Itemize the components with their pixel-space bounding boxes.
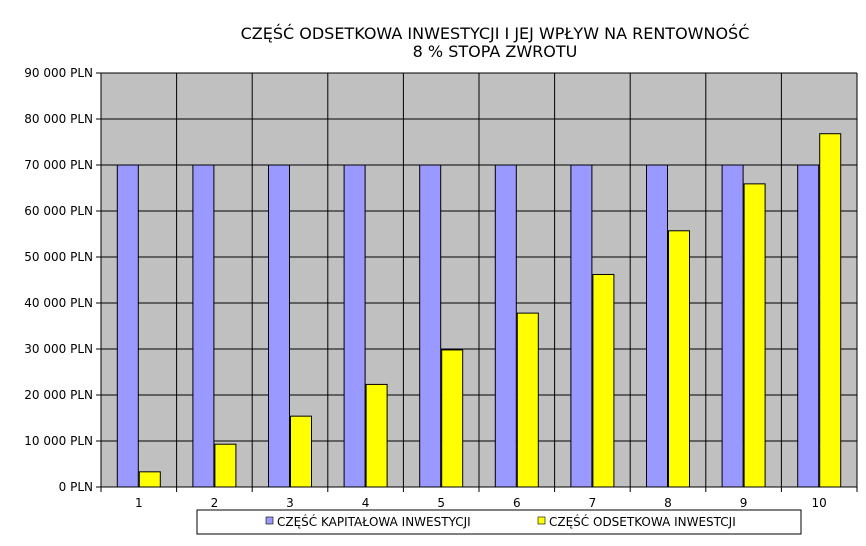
y-tick-label: 60 000 PLN: [24, 204, 93, 218]
legend-swatch-series-2: [537, 516, 546, 525]
x-tick-label: 1: [135, 496, 143, 510]
y-tick-label: 90 000 PLN: [24, 66, 93, 80]
bar-series-2: [668, 230, 690, 488]
legend: CZĘŚĆ KAPITAŁOWA INWESTYCJI CZĘŚĆ ODSETK…: [196, 509, 802, 535]
bar-series-1: [192, 164, 215, 488]
bar-series-1: [494, 164, 517, 488]
bars-group: [116, 133, 842, 488]
y-tick-label: 10 000 PLN: [24, 434, 93, 448]
x-tick-label: 8: [664, 496, 672, 510]
bar-series-2: [214, 443, 237, 488]
y-tick-label: 0 PLN: [59, 480, 93, 494]
bar-series-2: [365, 383, 388, 488]
bar-series-2: [743, 183, 766, 488]
y-tick-label: 40 000 PLN: [24, 296, 93, 310]
y-tick-label: 30 000 PLN: [24, 342, 93, 356]
bar-series-1: [419, 164, 442, 488]
bar-series-1: [268, 164, 290, 488]
x-tick-label: 9: [740, 496, 748, 510]
bar-series-2: [592, 273, 615, 488]
legend-label-series-2: CZĘŚĆ ODSETKOWA INWESTCJI: [549, 514, 736, 529]
bar-series-1: [797, 164, 820, 488]
chart-title: CZĘŚĆ ODSETKOWA INWESTYCJI I JEJ WPŁYW N…: [241, 24, 750, 43]
x-tick-label: 5: [437, 496, 445, 510]
x-tick-label: 4: [362, 496, 370, 510]
bar-series-1: [646, 164, 668, 488]
x-tick-label: 10: [812, 496, 827, 510]
bar-series-1: [116, 164, 139, 488]
bar-series-1: [343, 164, 366, 488]
y-tick-label: 80 000 PLN: [24, 112, 93, 126]
bar-series-1: [570, 164, 593, 488]
bar-series-2: [819, 133, 842, 488]
bar-series-2: [516, 312, 539, 488]
bar-series-2: [290, 415, 312, 488]
bar-series-2: [138, 471, 161, 488]
y-tick-label: 70 000 PLN: [24, 158, 93, 172]
y-tick-labels: 0 PLN 10 000 PLN 20 000 PLN 30 000 PLN 40 00…: [24, 66, 93, 494]
bar-series-2: [441, 349, 464, 488]
x-tick-label: 7: [589, 496, 597, 510]
x-tick-label: 2: [211, 496, 219, 510]
legend-box: [196, 509, 802, 535]
axes-group: [96, 72, 858, 492]
x-tick-labels: 1 2 3 4 5 6 7 8 9 10: [135, 496, 827, 510]
y-tick-label: 20 000 PLN: [24, 388, 93, 402]
chart-subtitle: 8 % STOPA ZWROTU: [413, 42, 578, 61]
legend-swatch-series-1: [265, 516, 274, 525]
x-tick-label: 3: [286, 496, 294, 510]
bar-series-1: [721, 164, 744, 488]
legend-label-series-1: CZĘŚĆ KAPITAŁOWA INWESTYCJI: [277, 514, 471, 529]
y-tick-label: 50 000 PLN: [24, 250, 93, 264]
x-tick-label: 6: [513, 496, 521, 510]
